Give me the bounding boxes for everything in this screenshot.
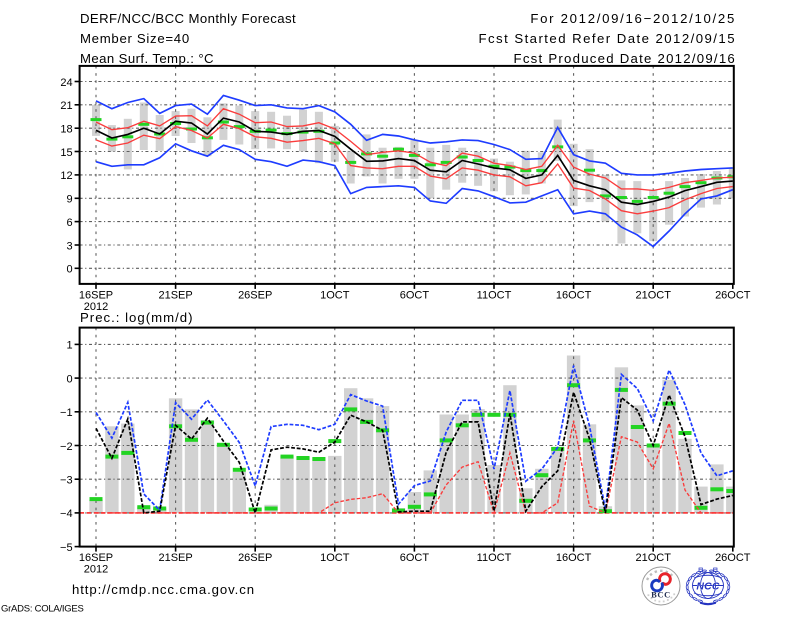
svg-text:1OCT: 1OCT [320, 552, 350, 564]
svg-text:21SEP: 21SEP [158, 289, 192, 301]
svg-text:21SEP: 21SEP [158, 552, 192, 564]
svg-text:16OCT: 16OCT [556, 552, 592, 564]
svg-text:26SEP: 26SEP [238, 289, 272, 301]
svg-text:6OCT: 6OCT [400, 289, 430, 301]
svg-text:For 2012/09/16−2012/10/25: For 2012/09/16−2012/10/25 [530, 11, 736, 26]
svg-text:1: 1 [66, 340, 72, 352]
svg-text:12: 12 [60, 170, 72, 182]
svg-text:−5: −5 [60, 542, 73, 554]
svg-text:Mean Surf. Temp.: °C: Mean Surf. Temp.: °C [80, 51, 214, 66]
svg-text:21OCT: 21OCT [635, 552, 671, 564]
svg-text:2012: 2012 [84, 301, 108, 313]
svg-text:9: 9 [66, 194, 72, 206]
svg-text:−4: −4 [60, 508, 73, 520]
svg-text:Member Size=40: Member Size=40 [80, 31, 190, 46]
svg-text:0: 0 [66, 264, 72, 276]
svg-text:Prec.: log(mm/d): Prec.: log(mm/d) [80, 310, 193, 325]
svg-text:26OCT: 26OCT [715, 289, 751, 301]
svg-text:NCC: NCC [696, 581, 720, 593]
svg-text:6OCT: 6OCT [400, 552, 430, 564]
svg-text:26OCT: 26OCT [715, 552, 751, 564]
svg-text:−3: −3 [60, 475, 73, 487]
svg-text:21OCT: 21OCT [635, 289, 671, 301]
svg-text:−1: −1 [60, 407, 73, 419]
svg-text:16SEP: 16SEP [79, 552, 113, 564]
svg-text:0: 0 [66, 373, 72, 385]
svg-text:16SEP: 16SEP [79, 289, 113, 301]
svg-text:2012: 2012 [84, 564, 108, 576]
svg-text:Fcst Produced Date 2012/09/16: Fcst Produced Date 2012/09/16 [514, 51, 736, 66]
svg-text:http://cmdp.ncc.cma.gov.cn: http://cmdp.ncc.cma.gov.cn [72, 582, 255, 597]
svg-text:24: 24 [60, 77, 72, 89]
svg-text:11OCT: 11OCT [477, 552, 512, 564]
svg-text:1OCT: 1OCT [320, 289, 350, 301]
svg-text:DERF/NCC/BCC Monthly Forecast: DERF/NCC/BCC Monthly Forecast [80, 11, 296, 26]
svg-text:Fcst Started Refer Date 2012/0: Fcst Started Refer Date 2012/09/15 [479, 31, 737, 46]
svg-text:11OCT: 11OCT [477, 289, 512, 301]
svg-text:26SEP: 26SEP [238, 552, 272, 564]
svg-text:6: 6 [66, 217, 72, 229]
svg-text:−2: −2 [60, 441, 73, 453]
svg-text:GrADS: COLA/IGES: GrADS: COLA/IGES [1, 604, 84, 615]
svg-text:16OCT: 16OCT [556, 289, 592, 301]
svg-text:18: 18 [60, 124, 72, 136]
svg-text:15: 15 [60, 147, 72, 159]
svg-text:21: 21 [60, 100, 72, 112]
svg-text:BCC: BCC [651, 590, 671, 600]
svg-text:3: 3 [66, 240, 72, 252]
